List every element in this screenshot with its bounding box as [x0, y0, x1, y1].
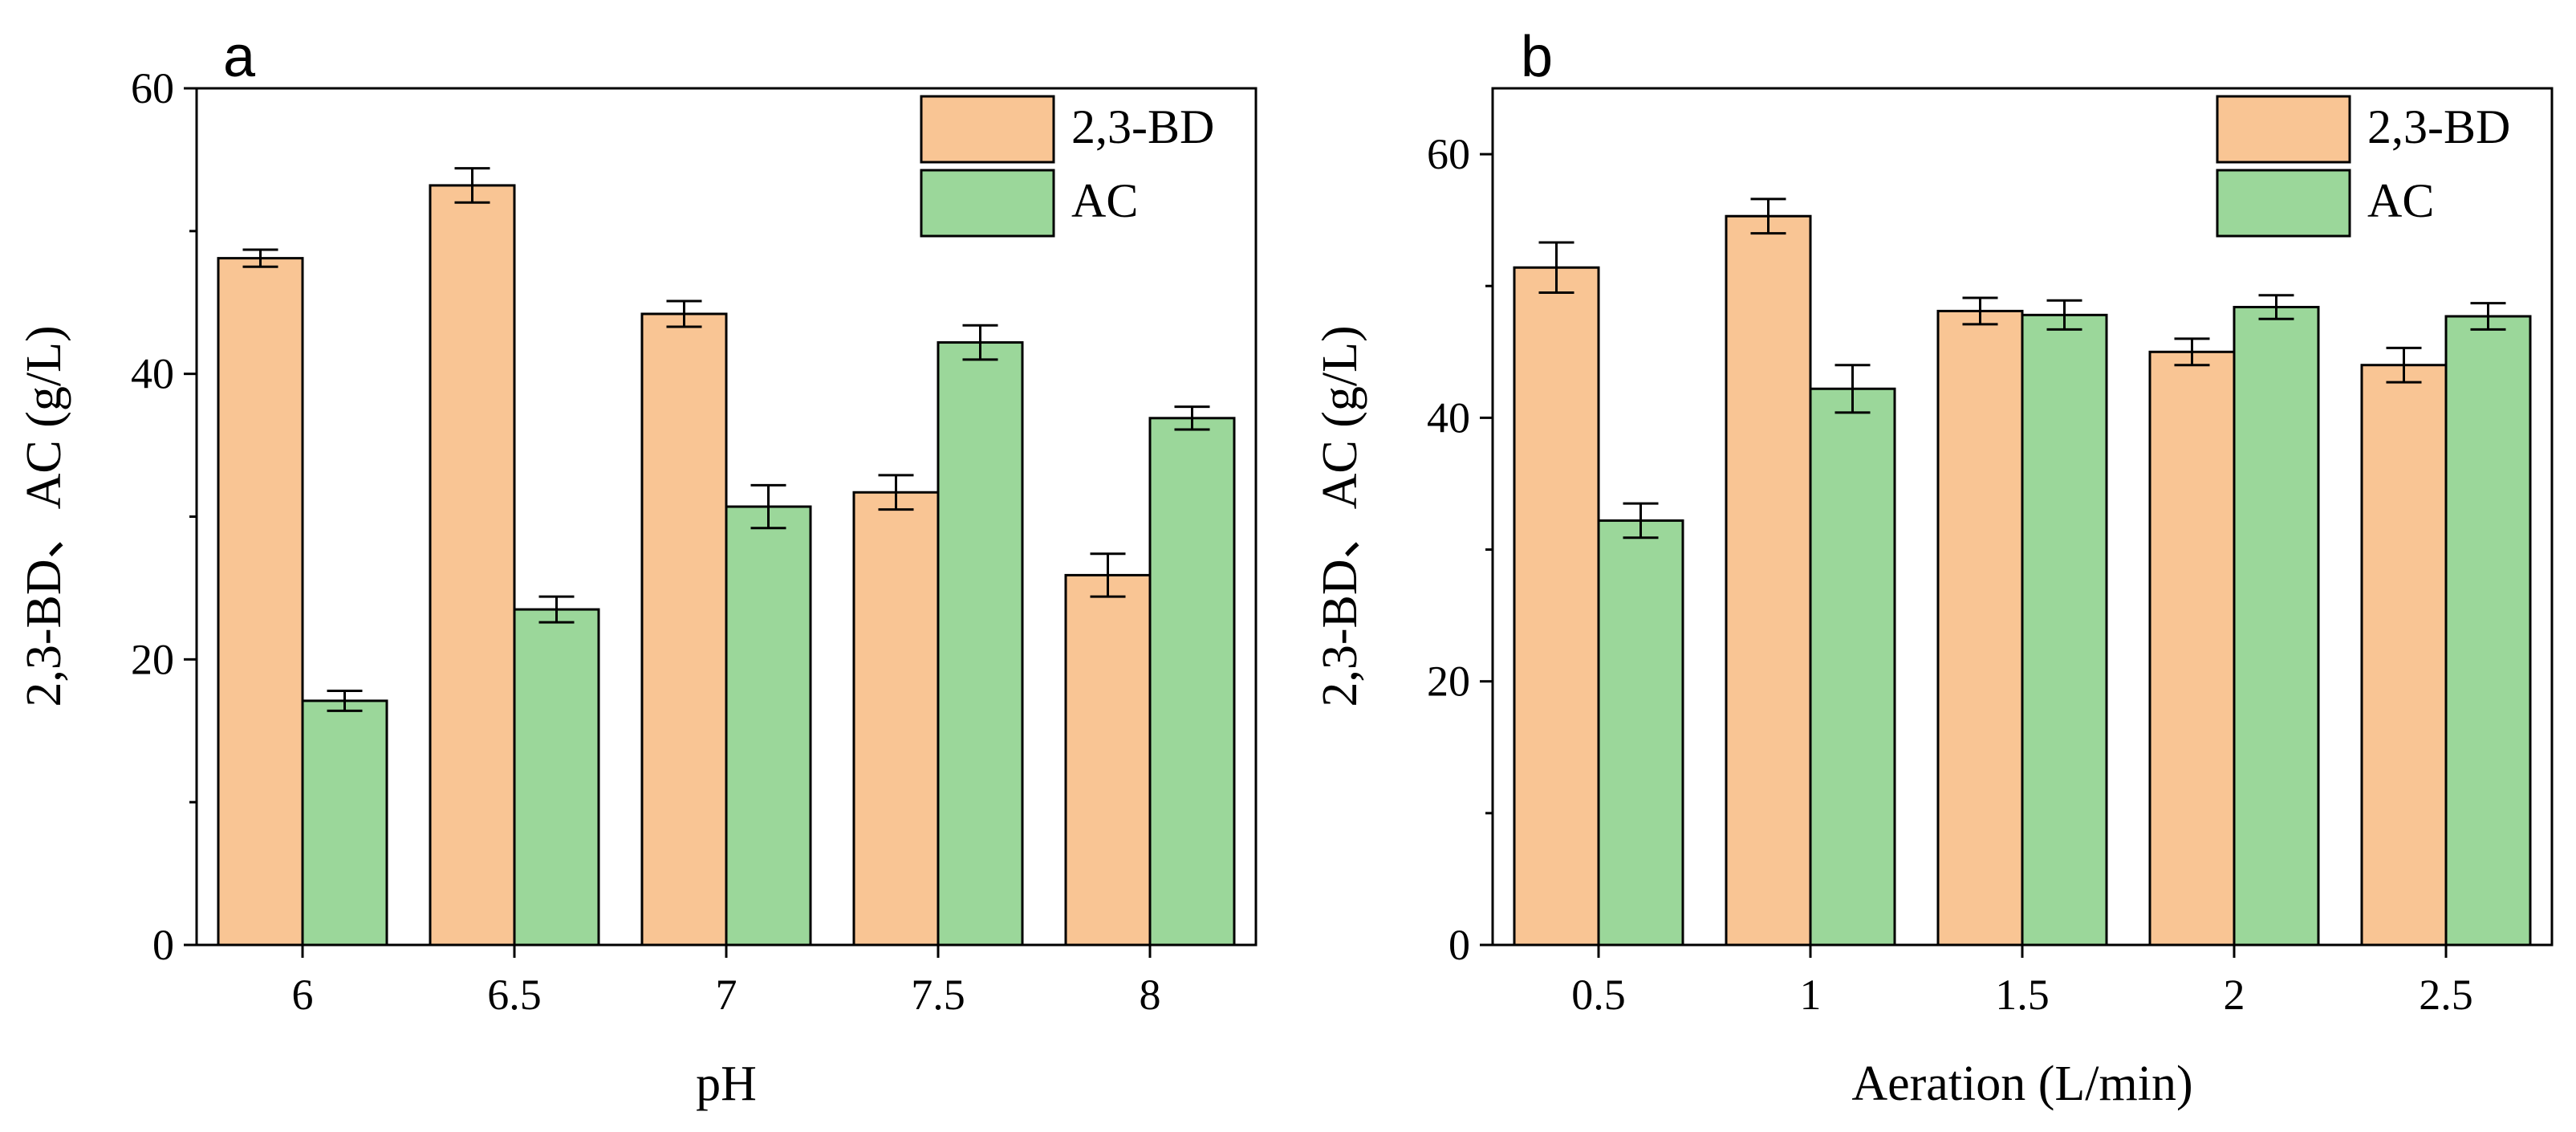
panel-a-x-axis: 6 6.5 7 7.5 8 [292, 945, 1161, 1019]
panel-b-bar-ac-1 [1809, 387, 1896, 947]
panel-a-bars [217, 167, 1236, 947]
panel-a-bar-bd-7 [640, 312, 728, 947]
panel-b-error-bar-bd-0.5 [1538, 241, 1574, 294]
panel-a-bar-ac-8 [1148, 417, 1236, 947]
panel-a-legend: 2,3-BD AC [920, 95, 1214, 238]
panel-b-chart: 0 20 40 60 0.5 1 1.5 2 2.5 2,3-BD AC b Aeration … [1313, 25, 2554, 1111]
panel-b-bar-ac-1.5 [2021, 313, 2108, 947]
panel-b-error-bar-bd-2 [2174, 337, 2210, 367]
panel-b-x-tick-label-2.5: 2.5 [2419, 971, 2473, 1019]
panel-a-bar-ac-6 [301, 699, 388, 947]
panel-b-bar-ac-2.5 [2444, 315, 2532, 947]
panel-a-error-bar-bd-8 [1090, 552, 1126, 598]
panel-b-bar-ac-2 [2233, 305, 2320, 947]
panel-a-bar-bd-7.5 [852, 491, 940, 947]
panel-a-bar-bd-8 [1064, 573, 1152, 947]
panel-b-error-bar-bd-2.5 [2386, 346, 2422, 384]
panel-a-plot-frame [195, 87, 1258, 947]
panel-b-bar-bd-1 [1725, 214, 1812, 947]
panel-a-error-bar-ac-6 [327, 689, 363, 712]
panel-a-x-tick-label-6: 6 [292, 971, 314, 1019]
panel-a-x-tick-label-6.5: 6.5 [487, 971, 542, 1019]
panel-b-x-tick-label-2: 2 [2224, 971, 2245, 1019]
panel-b-letter: b [1521, 25, 1553, 89]
panel-b-error-bar-bd-1 [1750, 197, 1786, 235]
panel-b-bar-bd-2 [2148, 350, 2236, 947]
panel-b-legend-swatch-bd [2216, 95, 2351, 164]
panel-b-bars [1513, 197, 2532, 947]
panel-b-y-tick-label-60: 60 [1427, 130, 1470, 178]
panel-a-error-bar-ac-7.5 [962, 324, 998, 361]
panel-a-y-tick-label-20: 20 [131, 635, 174, 683]
panel-b-bar-bd-2.5 [2360, 364, 2448, 947]
panel-a-legend-swatch-bd [920, 95, 1055, 164]
panel-b-x-axis: 0.5 1 1.5 2 2.5 [1571, 945, 2473, 1019]
panel-a-legend-label-ac: AC [1071, 174, 1138, 227]
panel-a-error-bar-bd-6 [242, 248, 278, 268]
panel-b-error-bar-ac-1 [1834, 364, 1871, 414]
panel-b-error-bar-bd-1.5 [1962, 296, 1998, 326]
panel-b-bar-bd-1.5 [1936, 309, 2024, 947]
panel-a-x-axis-label: pH [696, 1057, 757, 1111]
panel-a-legend-swatch-ac [920, 169, 1055, 238]
panel-b-bar-bd-0.5 [1513, 266, 1600, 947]
panel-b-error-bar-ac-2 [2258, 294, 2294, 320]
panel-a-y-axis: 0 20 40 60 [131, 64, 197, 969]
panel-a-bar-bd-6 [217, 257, 304, 947]
panel-b-bar-ac-0.5 [1597, 519, 1684, 947]
panel-b-error-bar-ac-1.5 [2046, 299, 2082, 331]
panel-a-error-bar-ac-8 [1174, 405, 1210, 431]
panel-a-chart: 0 20 40 60 6 6.5 7 7.5 8 2,3-BD AC a pH 2,3-BD、A… [17, 25, 1258, 1111]
panel-a-y-axis-label: 2,3-BD、AC (g/L) [17, 325, 71, 706]
panel-b-legend-label-ac: AC [2367, 174, 2434, 227]
panel-b-legend-swatch-ac [2216, 169, 2351, 238]
panel-a-error-bar-bd-7 [666, 299, 702, 328]
panel-a-x-tick-label-8: 8 [1140, 971, 1161, 1019]
panel-a-x-tick-label-7.5: 7.5 [911, 971, 965, 1019]
panel-a-letter: a [223, 25, 256, 89]
panel-a-bar-ac-6.5 [513, 608, 600, 947]
panel-a-error-bar-ac-6.5 [538, 595, 575, 624]
panel-b-x-axis-label: Aeration (L/min) [1851, 1057, 2192, 1111]
panel-a-bar-ac-7.5 [937, 341, 1024, 947]
panel-b-x-tick-label-1: 1 [1800, 971, 1822, 1019]
panel-a-y-tick-label-60: 60 [131, 64, 174, 112]
panel-b-y-tick-label-20: 20 [1427, 658, 1470, 706]
panel-b-y-axis-label: 2,3-BD、AC (g/L) [1313, 325, 1367, 706]
panel-b-plot-frame [1491, 87, 2554, 947]
panel-a-y-tick-label-0: 0 [152, 921, 174, 969]
panel-b-legend-label-bd: 2,3-BD [2367, 100, 2510, 153]
panel-a-error-bar-bd-7.5 [878, 474, 914, 511]
panel-b-y-tick-label-0: 0 [1448, 921, 1470, 969]
panel-b-y-axis: 0 20 40 60 [1427, 130, 1493, 969]
panel-a-error-bar-ac-7 [750, 483, 786, 530]
panel-b-error-bar-ac-0.5 [1623, 502, 1659, 540]
panel-a-bar-ac-7 [725, 505, 812, 947]
panel-b-error-bar-ac-2.5 [2470, 302, 2506, 331]
panel-b-x-tick-label-1.5: 1.5 [1995, 971, 2050, 1019]
panel-a-error-bar-bd-6.5 [454, 167, 490, 204]
panel-b-legend: 2,3-BD AC [2216, 95, 2510, 238]
panel-a-legend-label-bd: 2,3-BD [1071, 100, 1214, 153]
panel-a-y-tick-label-40: 40 [131, 350, 174, 398]
panel-b-x-tick-label-0.5: 0.5 [1571, 971, 1626, 1019]
panel-a-x-tick-label-7: 7 [716, 971, 737, 1019]
panel-b-y-tick-label-40: 40 [1427, 393, 1470, 442]
panel-a-bar-bd-6.5 [429, 184, 516, 947]
